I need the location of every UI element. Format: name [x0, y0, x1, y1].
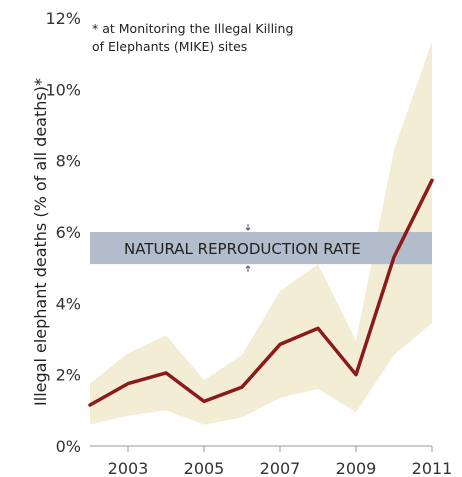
x-axis-ticks: 2003 2005 2007 2009 2011: [108, 446, 453, 477]
x-tick-label: 2007: [260, 459, 301, 477]
reference-band-arrows: [245, 224, 251, 273]
y-tick-label: 6%: [56, 223, 81, 242]
y-tick-label: 0%: [56, 437, 81, 456]
y-tick-label: 8%: [56, 152, 81, 171]
series-layer: [88, 178, 434, 407]
confidence-interval-band: [90, 41, 432, 425]
y-axis-label: Illegal elephant deaths (% of all deaths…: [31, 78, 50, 406]
y-tick-label: 12%: [45, 9, 81, 28]
series-line: [88, 178, 434, 407]
x-tick-label: 2003: [108, 459, 149, 477]
natural-reproduction-rate-label: NATURAL REPRODUCTION RATE: [124, 240, 361, 258]
y-axis-ticks: 0% 2% 4% 6% 8% 10% 12%: [45, 9, 81, 456]
footnote-line-2: of Elephants (MIKE) sites: [92, 39, 247, 54]
y-tick-label: 10%: [45, 80, 81, 99]
natural-reproduction-rate-band: [90, 232, 432, 265]
footnote-line-1: * at Monitoring the Illegal Killing: [92, 21, 293, 36]
y-tick-label: 4%: [56, 294, 81, 313]
x-tick-label: 2005: [184, 459, 225, 477]
reference-band-layer: NATURAL REPRODUCTION RATE: [90, 224, 432, 273]
reference-band-arrow-top: [245, 224, 251, 231]
y-tick-label: 2%: [56, 366, 81, 385]
x-tick-label: 2009: [336, 459, 377, 477]
x-tick-label: 2011: [412, 459, 453, 477]
confidence-band-layer: [90, 41, 432, 425]
reference-band-arrow-bottom: [245, 265, 251, 273]
